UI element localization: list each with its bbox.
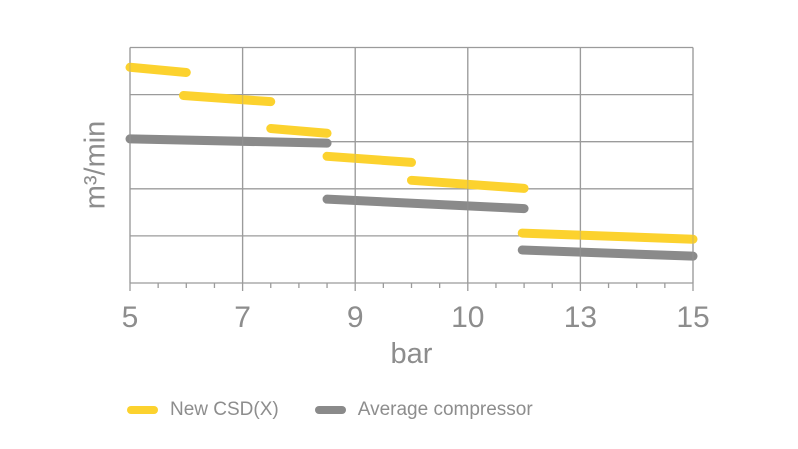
series-segment-yellow — [125, 62, 191, 77]
y-axis-label: m³/min — [79, 120, 112, 210]
legend-label-average-compressor: Average compressor — [357, 398, 533, 420]
series-segment-gray — [322, 194, 529, 214]
x-tick-label-7: 7 — [234, 301, 251, 334]
series-segment-yellow — [407, 175, 529, 193]
series-segment-yellow — [517, 228, 698, 244]
series-segment-yellow — [178, 91, 276, 107]
x-tick-label-9: 9 — [346, 301, 364, 334]
x-tick-label-5: 5 — [121, 301, 139, 334]
legend: New CSD(X) Average compressor — [127, 398, 533, 421]
legend-item-average-compressor: Average compressor — [314, 398, 533, 421]
series-segment-yellow — [322, 151, 416, 167]
series-segment-gray — [125, 134, 332, 148]
series-segment-yellow — [266, 124, 332, 138]
legend-label-new-csdx: New CSD(X) — [170, 398, 279, 420]
yellow-line-swatch-icon — [127, 405, 158, 414]
x-tick-label-15: 15 — [676, 301, 710, 334]
legend-item-new-csdx: New CSD(X) — [127, 399, 279, 421]
gray-line-swatch-icon — [314, 405, 346, 414]
series-segment-gray — [517, 245, 698, 261]
x-tick-label-10: 10 — [451, 301, 485, 334]
x-tick-label-13: 13 — [563, 301, 598, 334]
x-axis-label: bar — [390, 338, 433, 370]
